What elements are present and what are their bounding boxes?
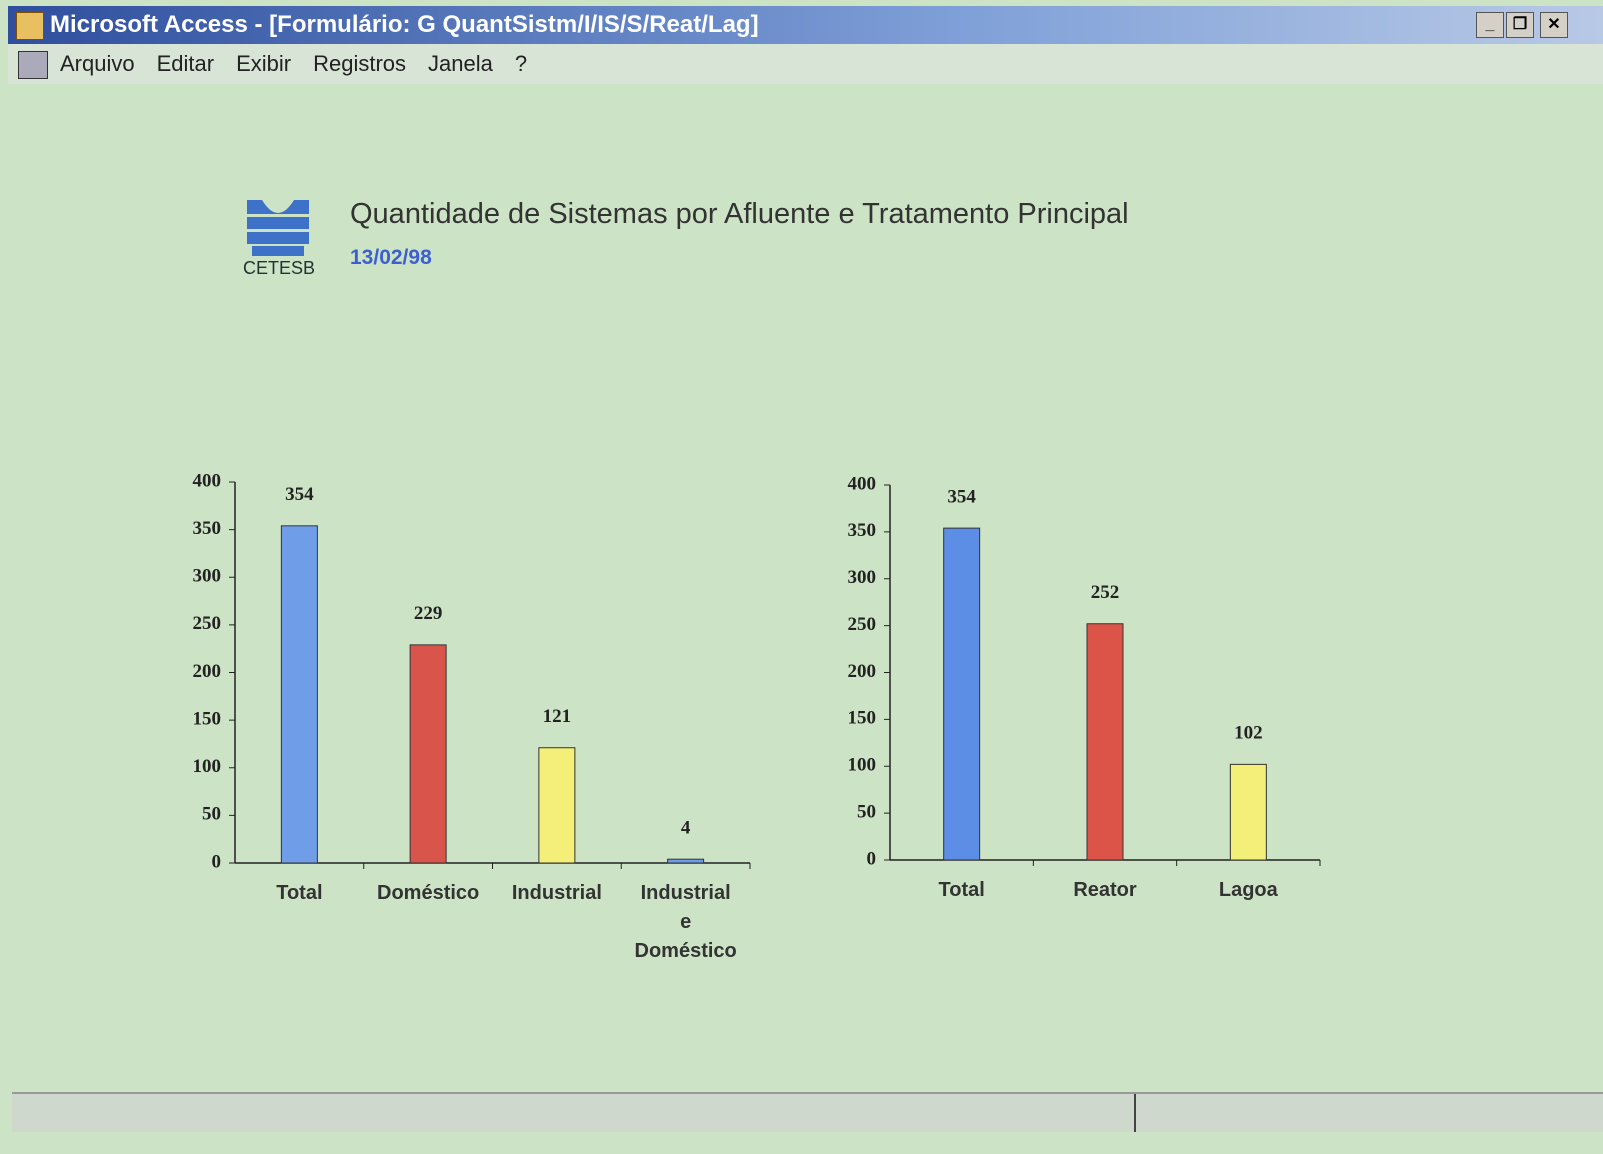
y-tick-label: 250 [193, 613, 222, 634]
y-tick-label: 350 [848, 520, 877, 541]
restore-button[interactable]: ❐ [1506, 12, 1534, 38]
menu-item[interactable]: Registros [313, 51, 407, 76]
menu-item[interactable]: ? [514, 51, 528, 76]
bar [1086, 623, 1124, 861]
x-tick-label: Total [938, 879, 985, 901]
cetesb-logo [247, 200, 309, 256]
value-label: 354 [285, 484, 314, 505]
close-button[interactable]: ✕ [1540, 12, 1568, 38]
y-tick-label: 150 [848, 708, 877, 729]
report-date: 13/02/98 [350, 246, 432, 269]
y-tick-label: 100 [193, 756, 222, 777]
menu-bar: Arquivo Editar Exibir Registros Janela? [8, 44, 1603, 84]
y-tick-label: 350 [193, 518, 222, 539]
menu-item[interactable]: Arquivo [60, 51, 135, 76]
y-tick-label: 300 [193, 566, 222, 587]
value-label: 121 [543, 706, 572, 727]
form-icon [18, 51, 48, 80]
y-tick-label: 100 [848, 755, 877, 776]
bar [943, 527, 981, 861]
menu-item[interactable]: Janela [428, 51, 493, 76]
status-bar [12, 1092, 1603, 1132]
app-icon [16, 12, 44, 40]
value-label: 252 [1091, 582, 1120, 603]
bar [1229, 763, 1267, 861]
bar [667, 858, 705, 864]
x-tick-label: Industrial [511, 882, 602, 904]
x-tick-label: Reator [1073, 879, 1137, 901]
menu-item[interactable]: Editar [156, 51, 215, 76]
y-tick-label: 50 [857, 801, 876, 822]
minimize-button[interactable]: _ [1476, 12, 1504, 38]
window-title: Microsoft Access - [Formulário: G QuantS… [50, 11, 759, 38]
y-tick-label: 0 [867, 848, 877, 869]
y-tick-label: 250 [848, 614, 877, 635]
y-tick-label: 300 [848, 567, 877, 588]
value-label: 229 [414, 603, 443, 624]
menu-item[interactable]: Exibir [236, 51, 292, 76]
bar [409, 644, 447, 864]
y-tick-label: 200 [848, 661, 877, 682]
bar [538, 747, 576, 864]
value-label: 102 [1234, 723, 1263, 744]
logo-text: CETESB [243, 258, 316, 278]
y-tick-label: 0 [212, 851, 222, 872]
y-tick-label: 400 [193, 470, 222, 491]
x-tick-label: Industrial e Doméstico [634, 882, 737, 962]
value-label: 354 [947, 486, 976, 507]
x-tick-label: Lagoa [1218, 879, 1278, 901]
y-tick-label: 50 [202, 804, 221, 825]
value-label: 4 [681, 818, 691, 839]
y-tick-label: 150 [193, 708, 222, 729]
x-tick-label: Doméstico [377, 882, 480, 904]
y-tick-label: 400 [848, 473, 877, 494]
title-bar: Microsoft Access - [Formulário: G QuantS… [8, 6, 1603, 44]
x-tick-label: Total [276, 882, 323, 904]
report-title: Quantidade de Sistemas por Afluente e Tr… [350, 198, 1129, 230]
bar [280, 525, 318, 864]
y-tick-label: 200 [193, 661, 222, 682]
